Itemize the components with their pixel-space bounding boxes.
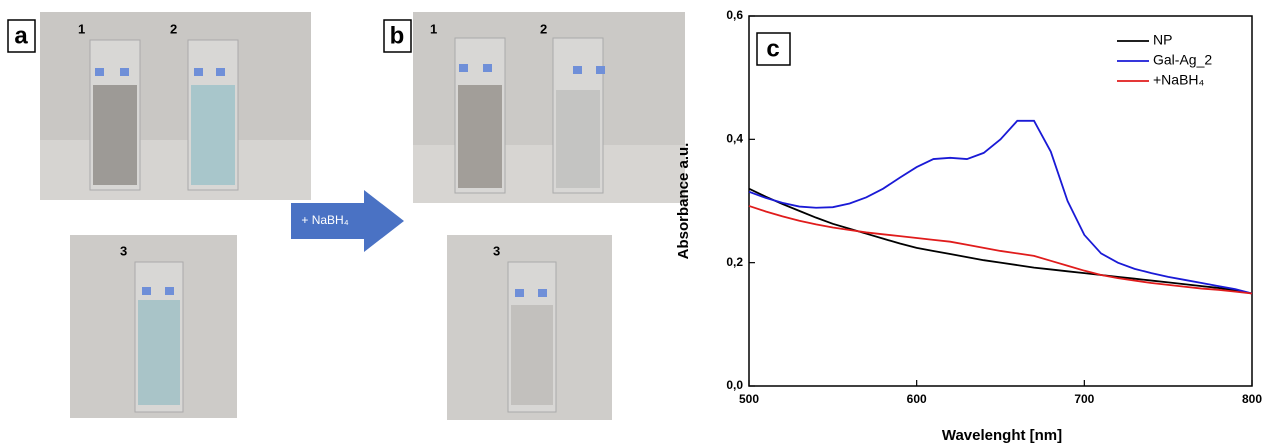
label-box [756,32,791,66]
photo [447,235,612,420]
legend-label: Gal-Ag_2 [1153,52,1212,68]
y-tick-label: 0,4 [726,132,743,146]
arrow-label: + NaBH₄ [301,213,348,227]
series-line [748,187,1253,295]
cuvette-label: 2 [170,21,177,36]
x-tick-label: 700 [1074,392,1094,406]
y-tick-label: 0,0 [726,378,743,392]
x-tick-label: 500 [739,392,759,406]
cuvette-label: 1 [430,21,437,36]
legend-label: NP [1153,32,1172,48]
x-tick-label: 600 [907,392,927,406]
label-box [383,19,412,53]
y-axis-label: Absorbance a.u. [675,143,692,260]
legend-label: +NaBH₄ [1153,72,1205,88]
plot-frame [748,15,1253,387]
arrow [291,190,404,252]
x-tick-label: 800 [1242,392,1262,406]
panel-label: c [766,35,779,62]
label-box [7,19,36,53]
series-line [748,205,1253,295]
y-tick-label: 0,2 [726,255,743,269]
photo [413,12,685,203]
photo [40,12,311,200]
photo [70,235,237,418]
series-line [748,119,1253,295]
cuvette-label: 1 [78,21,85,36]
cuvette-label: 3 [120,243,127,258]
panel-label: a [14,22,28,49]
panel-label: b [390,22,405,49]
cuvette-label: 3 [493,243,500,258]
y-tick-label: 0,6 [726,8,743,22]
x-axis-label: Wavelenght [nm] [942,427,1062,444]
cuvette-label: 2 [540,21,547,36]
chart: Wavelenght [nm] Absorbance a.u. 500 600 70… [675,8,1262,444]
